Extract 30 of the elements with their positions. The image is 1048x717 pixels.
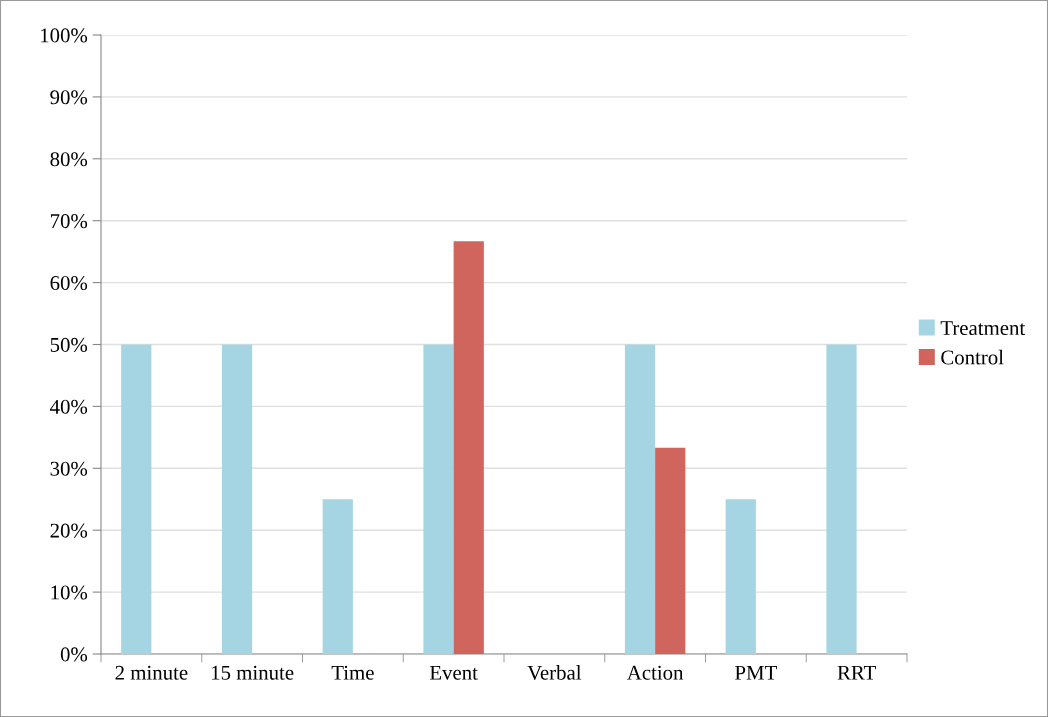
bar [725,499,756,654]
y-tick-label: 20% [50,523,88,538]
bar [423,344,454,654]
y-tick-label: 10% [51,585,88,600]
y-tick-label: 50% [50,337,88,352]
y-tick-label: 90% [50,90,88,105]
x-tick-label: 2 minute [115,665,188,680]
x-tick-label: RRT [837,665,876,680]
y-tick-label: 70% [50,214,88,229]
legend-label: Treatment [940,321,1026,336]
bar [221,344,253,654]
y-tick-label: 80% [50,152,88,167]
y-tick-label: 30% [50,461,88,476]
bar [453,241,484,654]
y-tick-label: 40% [50,399,88,414]
y-tick-label: 100% [41,28,88,43]
bar [826,344,857,654]
x-tick-label: Time [331,665,374,680]
y-tick-label: 0% [60,647,88,662]
y-tick-label: 60% [50,275,88,291]
bar [322,499,353,654]
x-tick-label: PMT [735,665,777,680]
legend-label: Control [941,349,1004,365]
bar [624,344,656,654]
bar [121,344,152,654]
x-tick-label: Verbal [527,665,582,680]
bar [655,447,686,654]
x-tick-label: 15 minute [212,665,294,680]
x-tick-label: Action [626,665,684,680]
x-tick-label: Event [429,665,478,680]
